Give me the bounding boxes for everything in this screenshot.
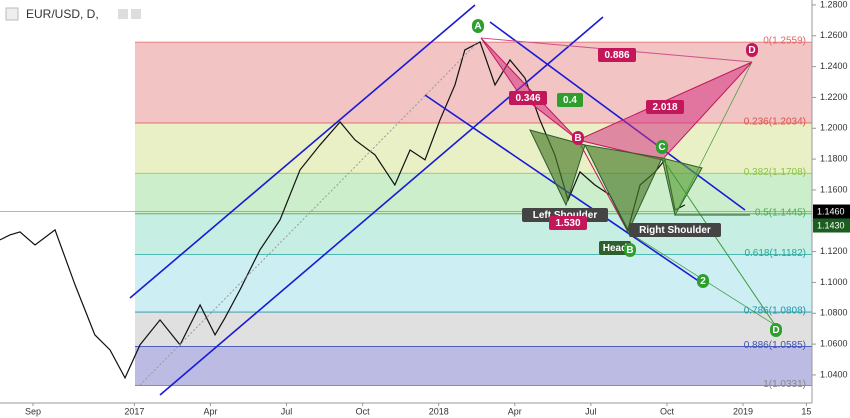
y-tick-label: 1.2800	[820, 0, 848, 9]
fib-label: 0.786(1.0808)	[744, 306, 806, 317]
annotation: B	[574, 133, 581, 144]
pattern-line	[577, 139, 629, 233]
y-tick-label: 1.1000	[820, 277, 848, 287]
annotation-box	[572, 131, 584, 145]
fib-band	[135, 346, 812, 386]
fib-label: 0.5(1.1445)	[755, 207, 806, 218]
channel-line	[129, 4, 476, 299]
annotation-box	[599, 241, 631, 255]
y-tick-label: 1.0600	[820, 338, 848, 348]
y-tick-label: 1.2200	[820, 92, 848, 102]
x-tick-label: 2018	[429, 406, 449, 416]
logo	[5, 7, 19, 21]
fib-label: 0.886(1.0585)	[744, 340, 806, 351]
channel-line	[159, 16, 604, 396]
annotation-box	[646, 100, 684, 114]
price-tag	[813, 218, 850, 233]
x-tick-label: Sep	[25, 406, 41, 416]
pattern-fill	[480, 37, 579, 141]
annotation-box	[624, 243, 636, 257]
annotation-box	[697, 274, 709, 288]
icon	[118, 9, 128, 19]
annotations: A 0.886 0.346 0.4 2.018 B C D Left Shoulder1.530…	[472, 19, 782, 337]
x-tick-label: Apr	[508, 406, 522, 416]
annotation: C	[658, 142, 665, 153]
pattern-fill	[529, 129, 586, 207]
y-tick-label: 1.2400	[820, 61, 848, 71]
fib-band	[135, 173, 812, 214]
pattern-line	[661, 157, 776, 326]
y-tick-label: 1.2600	[820, 30, 848, 40]
fib-label: 1(1.0331)	[763, 379, 806, 390]
fib-label: 0(1.2559)	[763, 36, 806, 47]
fib-label: 0.382(1.1708)	[744, 167, 806, 178]
channel-line	[489, 21, 746, 211]
price-tag-label: 1.1430	[817, 220, 845, 230]
pattern-line	[674, 61, 753, 216]
fib-label: 0.236(1.2034)	[744, 117, 806, 128]
annotation: 0.886	[604, 50, 629, 61]
annotation: D	[748, 45, 755, 56]
price-tag	[813, 204, 850, 219]
fib-label: 0.618(1.1182)	[744, 248, 806, 259]
x-tick-label: Jul	[585, 406, 597, 416]
annotation-box	[629, 223, 721, 237]
annotation-box	[598, 48, 636, 62]
y-tick-label: 1.2000	[820, 123, 848, 133]
annotation: 0.4	[563, 95, 577, 106]
annotation: 0.346	[515, 93, 540, 104]
x-tick-label: 2019	[733, 406, 753, 416]
annotation-box	[472, 19, 484, 33]
annotation-box	[557, 93, 583, 107]
annotation: Head	[603, 243, 627, 254]
y-tick-label: 1.1800	[820, 153, 848, 163]
x-tick-label: Apr	[203, 406, 217, 416]
annotation: 2	[700, 276, 706, 287]
axes: 1.04001.06001.08001.10001.12001.14001.16…	[25, 0, 850, 416]
icon	[131, 9, 141, 19]
annotation: D	[772, 325, 779, 336]
annotation: 2.018	[652, 102, 677, 113]
pattern-fill	[584, 144, 663, 234]
x-tick-label: 2017	[124, 406, 144, 416]
annotation: Right Shoulder	[639, 225, 711, 236]
fib-band	[135, 123, 812, 174]
price-tag-label: 1.1460	[817, 206, 845, 216]
fib-bands: 0(1.2559) 0.236(1.2034) 0.382(1.1708) 0.5(1…	[135, 36, 812, 390]
y-tick-label: 1.0800	[820, 308, 848, 318]
y-tick-label: 1.1200	[820, 246, 848, 256]
fib-band	[135, 312, 812, 347]
annotation: B	[626, 245, 633, 256]
fib-band	[135, 254, 812, 313]
y-tick-label: 1.0400	[820, 369, 848, 379]
annotation-box	[770, 323, 782, 337]
annotation-box	[746, 43, 758, 57]
annotation: A	[474, 21, 481, 32]
price-line-series	[0, 41, 686, 380]
annotation-box	[509, 91, 547, 105]
x-tick-label: Oct	[660, 406, 675, 416]
y-tick-label: 1.1600	[820, 184, 848, 194]
annotation: 1.530	[555, 218, 580, 229]
chart-title: EUR/USD, D,	[26, 7, 99, 21]
x-tick-label: 15	[801, 406, 811, 416]
x-tick-label: Oct	[356, 406, 371, 416]
annotation-box	[549, 216, 587, 230]
x-tick-label: Jul	[281, 406, 293, 416]
annotation-box	[656, 140, 668, 154]
annotation: Left Shoulder	[533, 210, 598, 221]
trend-line	[139, 39, 481, 386]
